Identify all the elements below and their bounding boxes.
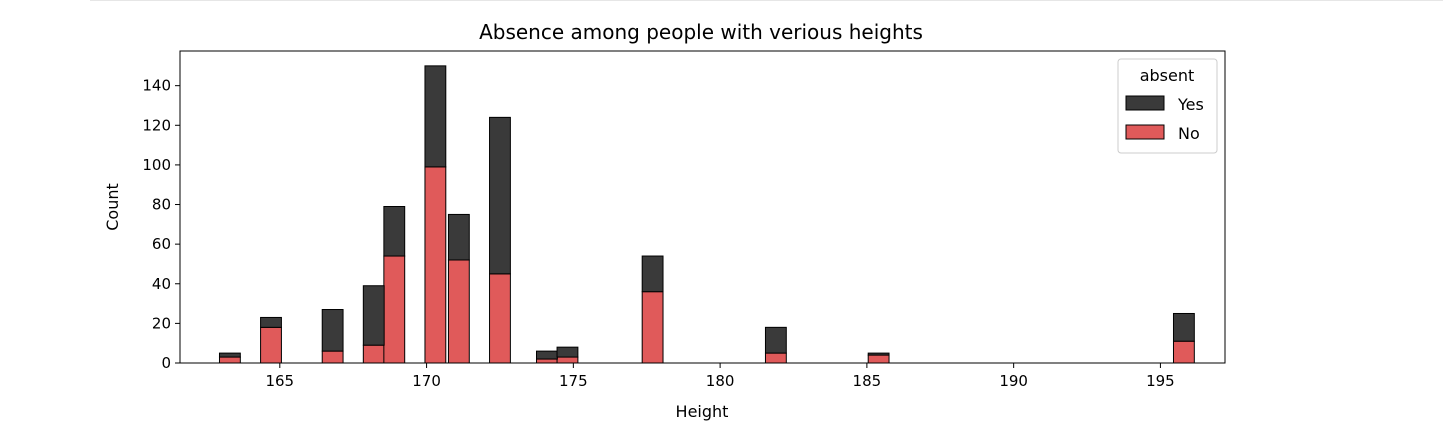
bar-yes — [424, 65, 447, 168]
bar-no — [536, 358, 558, 364]
bar-no — [383, 255, 406, 364]
notebook-cell-border — [90, 0, 1443, 1]
bar-yes — [867, 352, 890, 356]
y-tick-label: 60 — [152, 235, 171, 253]
y-tick-label: 120 — [142, 116, 171, 134]
bar-no — [362, 344, 385, 364]
y-tick-label: 40 — [152, 275, 171, 293]
bar-no — [260, 326, 282, 364]
bar-yes — [764, 326, 787, 354]
bar-yes — [362, 285, 385, 346]
bar-no — [489, 273, 511, 364]
legend-title: absent — [1140, 66, 1195, 85]
x-tick-label: 180 — [706, 372, 735, 390]
x-tick-label: 165 — [265, 372, 294, 390]
legend-swatch-no — [1125, 124, 1165, 140]
bar-no — [321, 350, 344, 364]
y-tick-label: 20 — [152, 314, 171, 332]
bar-no — [447, 259, 470, 364]
legend-swatch-yes — [1125, 95, 1165, 111]
bar-no — [867, 354, 890, 364]
x-axis-label: Height — [676, 402, 729, 421]
plot-area-frame — [179, 50, 1226, 364]
legend: absent Yes No — [1117, 58, 1218, 154]
x-tick-label: 190 — [999, 372, 1028, 390]
x-tick-label: 195 — [1146, 372, 1175, 390]
legend-label-yes: Yes — [1177, 95, 1204, 114]
bar-no — [1172, 340, 1195, 364]
y-axis-ticks: 0 20 40 60 80 100 120 140 — [142, 77, 180, 372]
bar-no — [424, 166, 447, 364]
bar-yes — [1172, 312, 1195, 342]
chart-title: Absence among people with verious height… — [479, 20, 923, 44]
bar-yes — [536, 350, 558, 360]
bar-yes — [383, 206, 406, 257]
bar-yes — [641, 255, 664, 293]
y-tick-label: 80 — [152, 196, 171, 214]
y-tick-label: 100 — [142, 156, 171, 174]
bar-yes — [489, 116, 511, 275]
y-tick-label: 140 — [142, 77, 171, 95]
bar-yes — [556, 346, 579, 358]
bar-yes — [218, 352, 241, 358]
bar-yes — [321, 309, 344, 352]
bar-no — [218, 356, 241, 364]
y-axis-label: Count — [103, 183, 122, 231]
bar-no — [641, 291, 664, 364]
bar-no — [764, 352, 787, 364]
x-axis-ticks: 165 170 175 180 185 190 195 — [265, 363, 1175, 390]
y-tick-label: 0 — [161, 354, 171, 372]
x-tick-label: 185 — [853, 372, 882, 390]
bar-yes — [260, 316, 282, 328]
bar-yes — [447, 213, 470, 261]
x-tick-label: 175 — [559, 372, 588, 390]
bars-layer — [218, 65, 1195, 364]
bar-no — [556, 356, 579, 364]
legend-label-no: No — [1178, 124, 1200, 143]
x-tick-label: 170 — [412, 372, 441, 390]
